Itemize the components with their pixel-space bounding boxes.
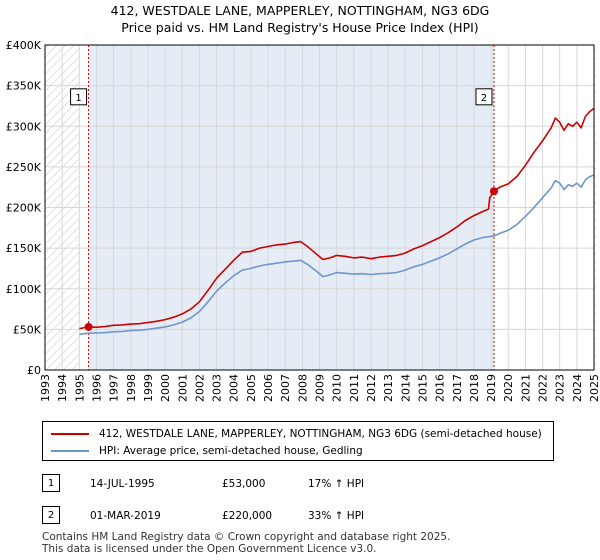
legend-label-property: 412, WESTDALE LANE, MAPPERLEY, NOTTINGHA… [99,428,542,440]
sale-label-number: 2 [481,93,487,104]
x-tick-label: 1998 [125,374,138,402]
x-tick-label: 2018 [468,374,481,402]
sale-hpi-change: 17% ↑ HPI [308,478,365,490]
footer-line-2: This data is licensed under the Open Gov… [42,543,377,555]
plot-frame [44,44,595,371]
y-tick-label: £400K [6,39,42,52]
legend-line-hpi [51,450,89,452]
sale-date: 14-JUL-1995 [90,478,155,490]
x-tick-label: 2025 [588,374,600,402]
x-tick-label: 1994 [56,374,69,402]
x-tick-label: 2003 [211,374,224,402]
sale-hpi-change: 33% ↑ HPI [308,510,365,522]
x-tick-label: 2007 [279,374,292,402]
sale-point [489,187,498,196]
sale-row: 2 01-MAR-2019 £220,000 33% ↑ HPI [42,506,562,528]
footer-line-1: Contains HM Land Registry data © Crown c… [42,531,451,543]
x-tick-label: 1997 [108,374,121,402]
sale-number-badge: 2 [42,506,60,524]
x-tick-label: 2012 [365,374,378,402]
x-tick-label: 2022 [537,374,550,402]
x-tick-label: 2023 [554,374,567,402]
x-tick-label: 2008 [296,374,309,402]
x-tick-label: 2014 [399,374,412,402]
legend-label-hpi: HPI: Average price, semi-detached house,… [99,445,363,457]
x-tick-label: 2024 [571,374,584,402]
legend: 412, WESTDALE LANE, MAPPERLEY, NOTTINGHA… [42,421,554,461]
y-tick-label: £0 [27,364,41,377]
sale-label-box [475,88,493,106]
x-tick-label: 2021 [519,374,532,402]
x-tick-label: 2016 [434,374,447,402]
x-tick-label: 2004 [228,374,241,402]
sale-date: 01-MAR-2019 [90,510,161,522]
x-tick-label: 1993 [39,374,52,402]
y-tick-label: £150K [6,242,42,255]
y-tick-label: £250K [6,161,42,174]
x-tick-label: 2013 [382,374,395,402]
x-tick-label: 2020 [502,374,515,402]
x-tick-label: 1999 [142,374,155,402]
x-tick-label: 1995 [73,374,86,402]
y-tick-label: £300K [6,120,42,133]
price-chart: £0 £50K £100K £150K £200K £250K £300K £350K £400… [6,39,600,402]
chart-title: 412, WESTDALE LANE, MAPPERLEY, NOTTINGHA… [0,2,600,36]
legend-line-property [51,433,89,435]
y-tick-label: £200K [6,202,42,215]
x-tick-label: 2015 [416,374,429,402]
x-tick-label: 2006 [262,374,275,402]
sale-point [84,322,93,331]
sale-number-badge: 1 [42,474,60,492]
y-tick-label: £350K [6,80,42,93]
sale-row: 1 14-JUL-1995 £53,000 17% ↑ HPI [42,474,562,496]
x-tick-label: 2002 [193,374,206,402]
x-tick-label: 2001 [176,374,189,402]
sale-price: £53,000 [222,478,266,490]
x-tick-label: 2005 [245,374,258,402]
x-tick-label: 2009 [314,374,327,402]
legend-item-property: 412, WESTDALE LANE, MAPPERLEY, NOTTINGHA… [51,426,542,442]
no-data-hatch [594,45,596,370]
x-tick-label: 2011 [348,374,361,402]
title-line-1: 412, WESTDALE LANE, MAPPERLEY, NOTTINGHA… [110,3,490,18]
sale-price: £220,000 [222,510,273,522]
footer: Contains HM Land Registry data © Crown c… [42,531,450,555]
x-tick-label: 1996 [90,374,103,402]
x-tick-label: 2000 [159,374,172,402]
y-tick-label: £50K [13,323,42,336]
legend-item-hpi: HPI: Average price, semi-detached house,… [51,443,363,459]
sale-label-box [70,88,88,106]
y-tick-label: £100K [6,283,42,296]
x-tick-label: 2017 [451,374,464,402]
series-line-property [79,107,595,330]
sale-label-number: 1 [75,93,81,104]
x-tick-label: 2010 [331,374,344,402]
series-line-hpi [79,174,595,336]
x-tick-label: 2019 [485,374,498,402]
title-line-2: Price paid vs. HM Land Registry's House … [121,20,479,35]
